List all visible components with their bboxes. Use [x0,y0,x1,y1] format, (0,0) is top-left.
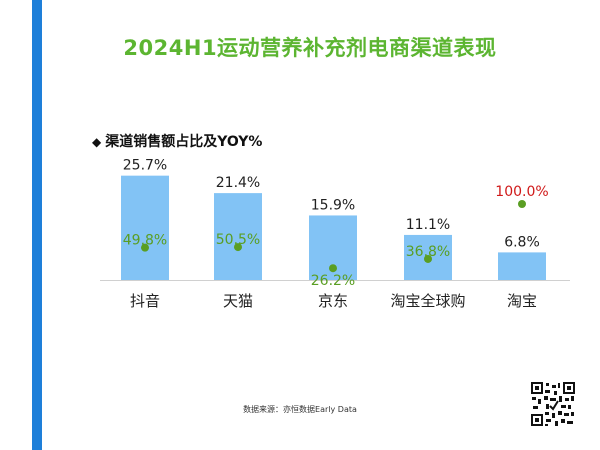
share-label-2: 15.9% [311,197,355,213]
share-label-4: 6.8% [504,234,540,250]
yoy-label-0: 49.8% [123,233,167,249]
yoy-label-2: 26.2% [311,273,355,289]
accent-stripe [32,0,42,450]
share-label-0: 25.7% [123,158,167,174]
x-tick-label-2: 京东 [318,292,348,310]
bar-4 [498,252,546,280]
chart-subtitle: ◆ 渠道销售额占比及YOY% [92,131,262,151]
yoy-label-4: 100.0% [495,184,548,200]
yoy-point-1 [234,243,242,252]
yoy-point-2 [329,264,337,273]
yoy-point-0 [141,243,149,252]
chart-subtitle-text: 渠道销售额占比及YOY% [105,134,263,150]
yoy-point-4 [518,200,526,208]
left-accent-bar [0,0,42,450]
bar-0 [121,175,169,280]
yoy-point-3 [424,254,432,263]
qr-code-icon [530,381,576,427]
share-label-1: 21.4% [216,175,260,191]
x-tick-label-1: 天猫 [223,292,253,310]
diamond-icon: ◆ [92,135,102,149]
page-title: 2024H1运动营养补充剂电商渠道表现 [123,36,497,60]
x-tick-label-0: 抖音 [130,292,160,310]
x-tick-label-4: 淘宝 [507,292,537,310]
yoy-label-3: 36.8% [406,244,450,260]
bar-1 [214,193,262,280]
x-tick-label-3: 淘宝全球购 [390,292,465,310]
yoy-label-1: 50.5% [216,232,260,248]
data-source-note: 数据来源：亦恒数据Early Data [243,405,357,414]
share-label-3: 11.1% [406,217,450,233]
